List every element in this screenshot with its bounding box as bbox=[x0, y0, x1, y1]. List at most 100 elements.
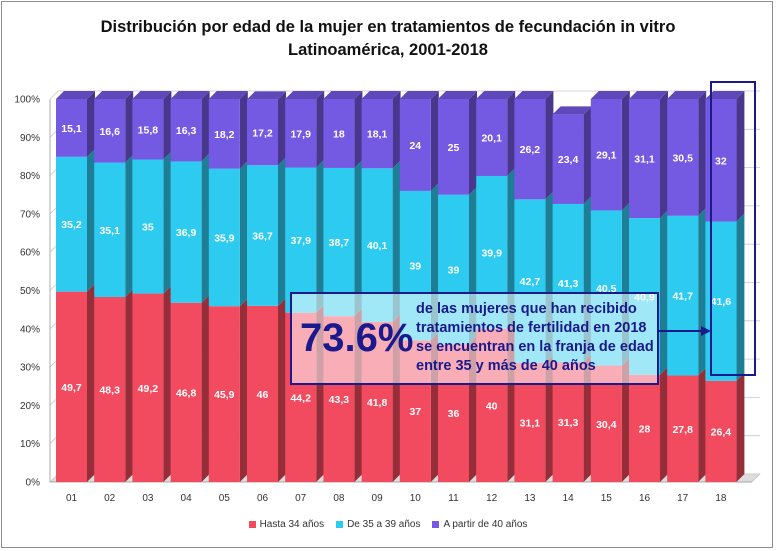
bar-top bbox=[476, 91, 516, 99]
bar-side bbox=[201, 294, 210, 482]
bar-segment bbox=[94, 297, 126, 482]
bar-top bbox=[247, 91, 286, 100]
data-label: 39,9 bbox=[481, 247, 502, 259]
bar-side bbox=[316, 91, 325, 168]
data-label: 15,1 bbox=[61, 123, 82, 135]
x-tick-label: 14 bbox=[563, 493, 575, 504]
data-label: 30,4 bbox=[596, 419, 617, 431]
bar-side bbox=[125, 289, 134, 482]
bar-side bbox=[545, 354, 554, 482]
bar-segment bbox=[552, 114, 584, 204]
bar-side bbox=[545, 91, 554, 200]
data-label: 41,8 bbox=[367, 397, 388, 409]
bar-side bbox=[125, 91, 134, 163]
data-label: 18 bbox=[333, 128, 345, 140]
data-label: 35,2 bbox=[61, 219, 82, 231]
bar-top bbox=[629, 91, 668, 99]
bar-side bbox=[163, 151, 172, 294]
y-tick-label: 40% bbox=[20, 324, 40, 335]
legend-swatch bbox=[432, 520, 440, 528]
data-label: 26,4 bbox=[711, 426, 732, 438]
data-label: 30,5 bbox=[672, 152, 693, 164]
data-label: 31,1 bbox=[520, 417, 541, 429]
bar-side bbox=[392, 91, 401, 169]
bar-side bbox=[507, 167, 516, 329]
legend-item: De 35 a 39 años bbox=[336, 519, 420, 530]
data-label: 42,7 bbox=[520, 276, 541, 288]
bar-segment bbox=[667, 375, 699, 482]
bar-segment bbox=[170, 99, 202, 162]
data-label: 45,9 bbox=[214, 389, 235, 401]
legend-item: A partir de 40 años bbox=[432, 519, 527, 530]
bar-side bbox=[163, 285, 172, 482]
legend-label: De 35 a 39 años bbox=[347, 519, 421, 530]
bar-side bbox=[660, 366, 668, 482]
bar-segment bbox=[514, 99, 546, 200]
bar-side bbox=[698, 91, 707, 216]
data-label: 26,2 bbox=[520, 144, 541, 156]
data-label: 23,4 bbox=[558, 154, 579, 166]
x-tick-label: 02 bbox=[104, 493, 116, 504]
y-tick-label: 50% bbox=[20, 286, 40, 297]
bar-side bbox=[316, 159, 325, 313]
bar-side bbox=[507, 91, 516, 176]
legend: Hasta 34 años De 35 a 39 años A partir de … bbox=[0, 519, 776, 530]
bar-side bbox=[660, 91, 668, 219]
bar-segment bbox=[94, 162, 126, 298]
bar-top bbox=[170, 91, 210, 99]
bar-segment bbox=[208, 168, 240, 307]
x-tick-label: 07 bbox=[295, 493, 307, 504]
y-tick-label: 60% bbox=[20, 248, 40, 259]
bar-segment bbox=[132, 293, 164, 482]
bar-segment bbox=[208, 306, 240, 482]
x-tick-label: 01 bbox=[66, 493, 78, 504]
annotation-box: 73.6% de las mujeres que han recibido tr… bbox=[290, 292, 659, 385]
bar-top bbox=[590, 91, 630, 99]
data-label: 31,1 bbox=[634, 154, 655, 166]
bar-side bbox=[278, 91, 286, 166]
bar-segment bbox=[285, 167, 317, 313]
x-tick-label: 17 bbox=[677, 493, 689, 504]
data-label: 24 bbox=[409, 140, 421, 152]
bar-segment bbox=[590, 99, 622, 211]
data-label: 39 bbox=[448, 264, 460, 276]
bar-segment bbox=[170, 302, 202, 482]
data-label: 25 bbox=[448, 142, 460, 154]
data-label: 41,7 bbox=[672, 291, 693, 303]
data-label: 27,8 bbox=[672, 424, 693, 436]
data-label: 36 bbox=[448, 408, 460, 420]
bar-side bbox=[239, 298, 248, 482]
data-label: 35 bbox=[142, 222, 154, 234]
data-label: 49,7 bbox=[61, 382, 82, 394]
bar-side bbox=[736, 372, 745, 482]
bar-top bbox=[361, 91, 401, 99]
bar-side bbox=[201, 153, 210, 303]
bar-segment bbox=[667, 215, 699, 376]
bar-side bbox=[660, 210, 668, 375]
bar-side bbox=[239, 160, 248, 307]
x-tick-label: 18 bbox=[715, 493, 727, 504]
bar-side bbox=[278, 157, 286, 306]
legend-label: A partir de 40 años bbox=[443, 519, 528, 530]
y-tick-label: 100% bbox=[14, 95, 40, 106]
chart-title: Distribución por edad de la mujer en tra… bbox=[100, 18, 676, 36]
data-label: 31,3 bbox=[558, 417, 579, 429]
bar-segment bbox=[705, 380, 737, 482]
y-tick-label: 90% bbox=[20, 133, 40, 144]
data-label: 40 bbox=[486, 400, 498, 412]
annotation-arrowhead bbox=[701, 326, 711, 336]
data-label: 16,3 bbox=[176, 125, 197, 137]
data-label: 16,6 bbox=[99, 126, 120, 138]
y-tick-label: 20% bbox=[20, 401, 40, 412]
y-tick-label: 80% bbox=[20, 171, 40, 182]
data-label: 36,7 bbox=[252, 231, 273, 243]
data-label: 36,9 bbox=[176, 227, 197, 239]
bar-top bbox=[208, 91, 248, 99]
x-tick-label: 10 bbox=[410, 493, 422, 504]
bar-side bbox=[698, 207, 707, 376]
data-label: 49,2 bbox=[138, 383, 159, 395]
legend-label: Hasta 34 años bbox=[259, 519, 325, 530]
bar-segment bbox=[247, 305, 278, 482]
